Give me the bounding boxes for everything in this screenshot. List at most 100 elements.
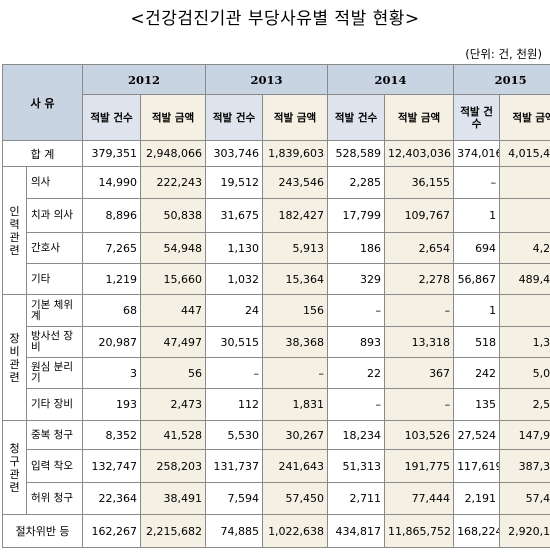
count-cell: 1,219 xyxy=(82,263,142,295)
row-label: 절차위반 등 xyxy=(1,514,84,548)
table-row: 청구관련 중복 청구 8,352 41,528 5,530 30,267 18,234 103… xyxy=(2,420,550,515)
row-label: 간호사 xyxy=(25,232,84,264)
count-cell: 694 xyxy=(453,232,501,264)
amount-cell: 109,767 xyxy=(384,198,455,233)
count-cell: 7,594 xyxy=(205,482,264,515)
count-cell: 303,746 xyxy=(205,140,264,167)
count-cell: 112 xyxy=(205,388,264,421)
row-label: 입력 착오 xyxy=(25,449,84,483)
table-row: 입력 착오 132,747 258,203 131,737 241,643 51,313 1… xyxy=(3,449,550,483)
amount-cell: 222,243 xyxy=(140,166,207,199)
table-row: 치과 의사 8,896 50,838 31,675 182,427 17,799 109,7… xyxy=(3,198,550,233)
category-label: 인력관련 xyxy=(2,166,27,295)
amount-cell: 13,318 xyxy=(384,326,455,358)
row-label: 합 계 xyxy=(1,140,84,167)
amount-cell: 5,014 xyxy=(499,357,550,389)
row-label: 중복 청구 xyxy=(25,420,84,450)
amount-header: 적발 금액 xyxy=(262,94,329,141)
count-cell: 162,267 xyxy=(82,514,142,548)
count-cell: 7,265 xyxy=(82,232,142,264)
amount-cell: 77,444 xyxy=(384,482,455,515)
row-label: 기본 체위계 xyxy=(25,294,84,327)
amount-cell: 243,546 xyxy=(262,166,329,199)
row-label: 기타 xyxy=(25,263,84,295)
amount-cell: 57,450 xyxy=(262,482,329,515)
count-cell: 8,896 xyxy=(82,198,142,233)
count-cell: – xyxy=(453,166,501,199)
count-cell: 131,737 xyxy=(205,449,264,483)
detection-table: 사 유 2012 2013 2014 2015 적발 건수 적발 금액 적발 건… xyxy=(1,64,550,548)
count-cell: 27,524 xyxy=(453,420,501,450)
table-row: 인력관련 의사 14,990 222,243 19,512 243,546 2,285 36,… xyxy=(2,166,550,295)
count-cell: 74,885 xyxy=(205,514,264,548)
amount-cell: 4,251 xyxy=(499,232,550,264)
count-cell: 5,530 xyxy=(205,420,264,450)
amount-cell: 47,497 xyxy=(140,326,207,358)
amount-cell: 1,831 xyxy=(262,388,329,421)
amount-cell: 57,461 xyxy=(499,482,550,515)
count-cell: 528,589 xyxy=(327,140,386,167)
amount-cell: 2,278 xyxy=(384,263,455,295)
amount-cell: 1,839,603 xyxy=(262,140,329,167)
count-cell: 374,016 xyxy=(453,140,501,167)
amount-cell: 56 xyxy=(140,357,207,389)
count-cell: 1 xyxy=(453,294,501,327)
count-cell: 135 xyxy=(453,388,501,421)
count-cell: 518 xyxy=(453,326,501,358)
count-cell: 117,619 xyxy=(453,449,501,483)
count-cell: 186 xyxy=(327,232,386,264)
amount-cell: 30,267 xyxy=(262,420,329,450)
year-header: 2013 xyxy=(205,64,329,95)
amount-cell: 54,948 xyxy=(140,232,207,264)
count-cell: – xyxy=(327,388,386,421)
year-header: 2014 xyxy=(327,64,455,95)
amount-cell: 36,155 xyxy=(384,166,455,199)
page-title: <건강검진기관 부당사유별 적발 현황> xyxy=(130,9,420,29)
amount-cell: 12,403,036 xyxy=(384,140,455,167)
amount-cell: 15,660 xyxy=(140,263,207,295)
count-cell: 24 xyxy=(205,294,264,327)
count-header: 적발 건수 xyxy=(205,94,264,141)
table-row: 기타 1,219 15,660 1,032 15,364 329 2,278 56,867 48… xyxy=(3,263,550,295)
count-cell: 30,515 xyxy=(205,326,264,358)
amount-cell: 5,913 xyxy=(262,232,329,264)
count-cell: 193 xyxy=(82,388,142,421)
year-header: 2012 xyxy=(82,64,207,95)
count-cell: – xyxy=(327,294,386,327)
amount-cell: 2,473 xyxy=(140,388,207,421)
count-cell: 56,867 xyxy=(453,263,501,295)
count-cell: 8,352 xyxy=(82,420,142,450)
amount-cell: 36 xyxy=(499,294,550,327)
count-cell: 17,799 xyxy=(327,198,386,233)
count-cell: 19,512 xyxy=(205,166,264,199)
row-label: 원심 분리기 xyxy=(25,357,84,389)
table-row: 절차위반 등 162,267 2,215,682 74,885 1,022,638 434… xyxy=(1,514,550,548)
count-header: 적발 건수 xyxy=(327,94,386,141)
table-row: 허위 청구 22,364 38,491 7,594 57,450 2,711 77,444 2… xyxy=(3,482,550,515)
amount-cell: 367 xyxy=(384,357,455,389)
amount-cell: 38,491 xyxy=(140,482,207,515)
amount-cell: 387,366 xyxy=(499,449,550,483)
row-label: 치과 의사 xyxy=(25,198,84,233)
count-cell: 14,990 xyxy=(82,166,142,199)
count-cell: 329 xyxy=(327,263,386,295)
count-cell: 893 xyxy=(327,326,386,358)
amount-cell: 41,528 xyxy=(140,420,207,450)
amount-header: 적발 금액 xyxy=(499,94,550,141)
table-row: 방사선 장비 20,987 47,497 30,515 38,368 893 13,318 5… xyxy=(3,326,550,358)
amount-cell: 38,368 xyxy=(262,326,329,358)
amount-cell: 258,203 xyxy=(140,449,207,483)
amount-cell: 147,905 xyxy=(499,420,550,450)
amount-cell: 2,654 xyxy=(384,232,455,264)
amount-cell: 50,838 xyxy=(140,198,207,233)
amount-cell: 103,526 xyxy=(384,420,455,450)
count-cell: 51,313 xyxy=(327,449,386,483)
row-label: 의사 xyxy=(25,166,84,199)
count-cell: 20,987 xyxy=(82,326,142,358)
count-cell: – xyxy=(205,357,264,389)
count-cell: 22 xyxy=(327,357,386,389)
amount-cell: 15,364 xyxy=(262,263,329,295)
row-label: 기타 장비 xyxy=(25,388,84,421)
amount-cell: – xyxy=(499,166,550,199)
